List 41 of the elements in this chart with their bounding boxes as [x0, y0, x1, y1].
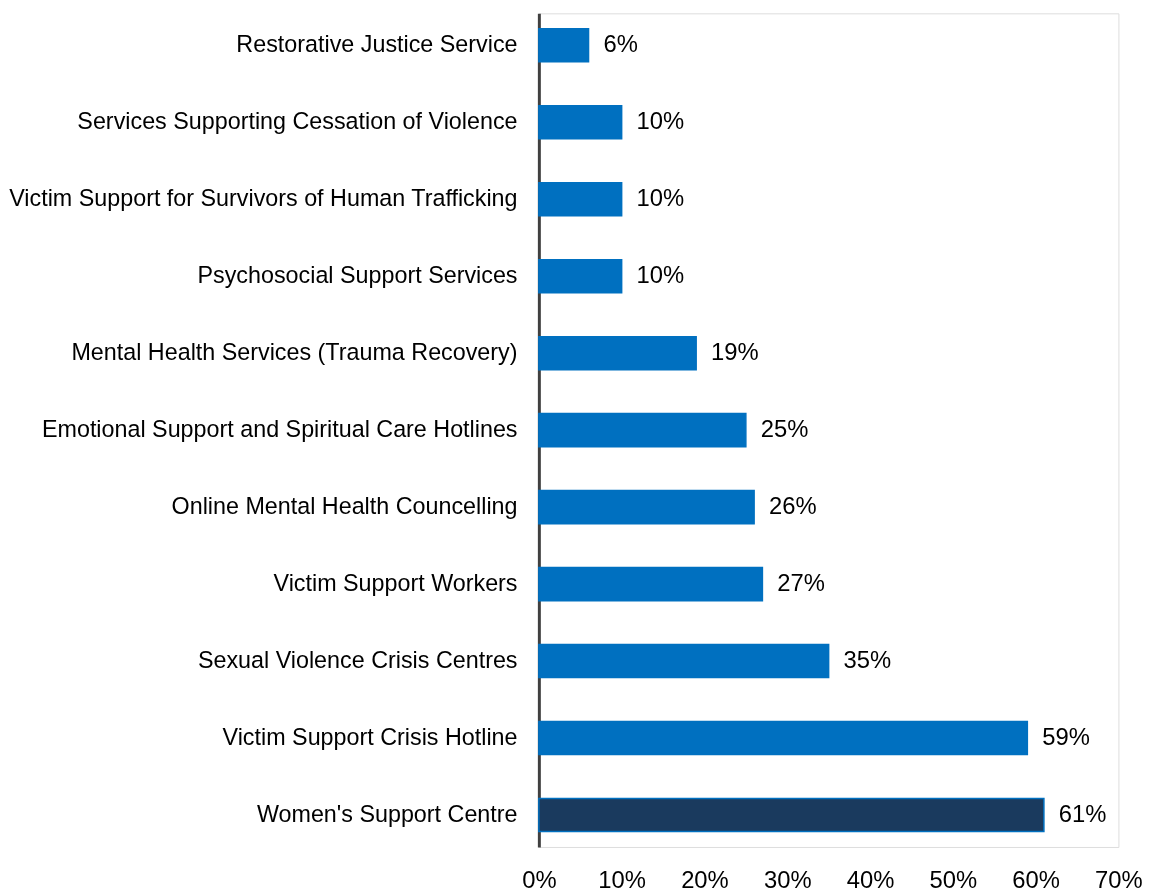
- y-tick-label: Online Mental Health Councelling: [171, 493, 518, 520]
- x-tick-label: 30%: [763, 866, 812, 894]
- y-tick-label: Mental Health Services (Trauma Recovery): [71, 339, 518, 366]
- bar: [538, 104, 623, 140]
- bar: [538, 412, 747, 448]
- data-label: 35%: [843, 646, 892, 674]
- y-tick-label: Victim Support for Survivors of Human Trafficking: [9, 185, 518, 212]
- bar: [538, 566, 764, 602]
- x-tick-label: 70%: [1095, 866, 1143, 894]
- bar: [538, 489, 755, 525]
- x-tick-label: 0%: [522, 866, 557, 894]
- bar: [538, 28, 590, 63]
- x-tick-label: 60%: [1012, 866, 1060, 894]
- data-label: 10%: [636, 184, 685, 212]
- y-tick-label: Services Supporting Cessation of Violence: [77, 108, 518, 135]
- y-tick-label: Victim Support Workers: [273, 570, 518, 597]
- x-tick-label: 50%: [929, 866, 978, 894]
- y-tick-label: Restorative Justice Service: [236, 31, 518, 58]
- bar: [538, 720, 1029, 756]
- data-label: 59%: [1042, 722, 1090, 750]
- data-label: 25%: [760, 415, 809, 443]
- data-label: 6%: [603, 30, 638, 58]
- bar: [538, 258, 623, 294]
- bar: [538, 335, 697, 371]
- data-label: 10%: [636, 261, 685, 289]
- data-label: 26%: [769, 492, 817, 520]
- y-tick-label: Psychosocial Support Services: [197, 262, 518, 289]
- x-tick-label: 10%: [598, 866, 646, 894]
- y-tick-label: Victim Support Crisis Hotline: [222, 723, 518, 750]
- bar: [538, 181, 623, 217]
- y-tick-label: Sexual Violence Crisis Centres: [197, 647, 518, 674]
- bar: [538, 797, 1045, 833]
- data-label: 61%: [1058, 799, 1107, 827]
- x-tick-label: 40%: [846, 866, 895, 894]
- y-tick-label: Emotional Support and Spiritual Care Hotlines: [41, 416, 518, 443]
- data-label: 19%: [711, 338, 759, 366]
- data-label: 10%: [636, 107, 685, 135]
- y-tick-label: Women's Support Centre: [256, 800, 518, 827]
- x-tick-label: 20%: [681, 866, 729, 894]
- bar: [538, 643, 830, 679]
- data-label: 27%: [777, 569, 825, 597]
